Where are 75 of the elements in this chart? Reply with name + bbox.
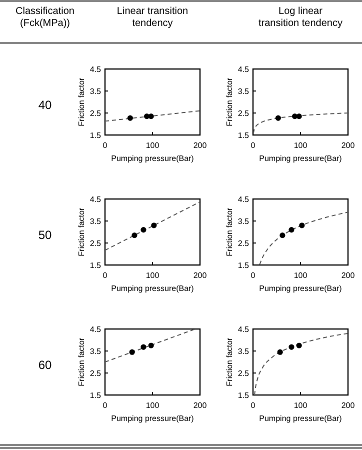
y-tick-label: 3.5 — [238, 347, 250, 356]
point — [277, 349, 283, 355]
x-axis-title: Pumping pressure(Bar) — [111, 284, 194, 293]
x-tick-label: 0 — [250, 401, 256, 410]
y-tick-label: 1.5 — [90, 261, 102, 270]
x-tick-label: 0 — [102, 401, 108, 410]
y-axis-title: Friction factor — [225, 77, 234, 126]
y-tick-label: 2.5 — [238, 369, 250, 378]
x-tick-label: 0 — [250, 141, 256, 150]
y-tick-label: 1.5 — [238, 131, 250, 140]
text: 50 — [38, 228, 52, 242]
x-tick-label: 100 — [146, 401, 160, 410]
x-tick-label: 200 — [341, 271, 356, 280]
y-axis-title: Friction factor — [77, 337, 86, 386]
y-tick-label: 3.5 — [90, 87, 102, 96]
y-tick-label: 3.5 — [238, 87, 250, 96]
point — [299, 222, 305, 228]
y-tick-label: 4.5 — [90, 195, 102, 204]
y-tick-label: 3.5 — [90, 347, 102, 356]
point — [148, 342, 154, 348]
y-tick-label: 4.5 — [238, 65, 250, 74]
text: 40 — [38, 98, 52, 112]
y-tick-label: 1.5 — [90, 131, 102, 140]
point — [288, 227, 294, 233]
y-axis-title: Friction factor — [77, 77, 86, 126]
point — [140, 227, 146, 233]
y-axis-title: Friction factor — [77, 207, 86, 256]
y-tick-label: 2.5 — [90, 109, 102, 118]
x-tick-label: 100 — [294, 401, 308, 410]
x-tick-label: 100 — [294, 271, 308, 280]
x-tick-label: 0 — [250, 271, 256, 280]
point — [296, 342, 302, 348]
y-tick-label: 4.5 — [90, 325, 102, 334]
x-tick-label: 200 — [193, 271, 208, 280]
text: 60 — [38, 358, 52, 372]
y-axis-title: Friction factor — [225, 207, 234, 256]
x-tick-label: 100 — [294, 141, 308, 150]
x-tick-label: 200 — [193, 401, 208, 410]
x-axis-title: Pumping pressure(Bar) — [259, 284, 342, 293]
chart-title: Log linear transition tendency — [258, 6, 342, 29]
y-tick-label: 1.5 — [238, 261, 250, 270]
point — [151, 222, 157, 228]
y-axis-title: Friction factor — [225, 337, 234, 386]
point — [288, 344, 294, 350]
x-axis-title: Pumping pressure(Bar) — [259, 414, 342, 423]
x-tick-label: 200 — [341, 401, 356, 410]
point — [280, 232, 286, 238]
y-tick-label: 2.5 — [238, 239, 250, 248]
y-tick-label: 2.5 — [238, 109, 250, 118]
y-tick-label: 3.5 — [90, 217, 102, 226]
x-axis-title: Pumping pressure(Bar) — [111, 154, 194, 163]
y-tick-label: 3.5 — [238, 217, 250, 226]
point — [140, 344, 146, 350]
point — [132, 232, 138, 238]
y-tick-label: 4.5 — [238, 195, 250, 204]
text: Classification (Fck(MPa)) — [16, 6, 74, 29]
y-tick-label: 1.5 — [90, 391, 102, 400]
y-tick-label: 4.5 — [90, 65, 102, 74]
x-tick-label: 100 — [146, 141, 160, 150]
line-series — [253, 112, 348, 134]
y-tick-label: 1.5 — [238, 391, 250, 400]
chart-title: Linear transition tendency — [116, 6, 188, 29]
y-tick-label: 4.5 — [238, 325, 250, 334]
y-tick-label: 2.5 — [90, 369, 102, 378]
x-tick-label: 100 — [146, 271, 160, 280]
x-tick-label: 200 — [341, 141, 356, 150]
x-axis-title: Pumping pressure(Bar) — [111, 414, 194, 423]
line-series — [259, 212, 348, 265]
x-tick-label: 200 — [193, 141, 208, 150]
x-tick-label: 0 — [102, 271, 108, 280]
point — [129, 349, 135, 355]
y-tick-label: 2.5 — [90, 239, 102, 248]
line-series — [254, 332, 348, 395]
x-tick-label: 0 — [102, 141, 108, 150]
x-axis-title: Pumping pressure(Bar) — [259, 154, 342, 163]
